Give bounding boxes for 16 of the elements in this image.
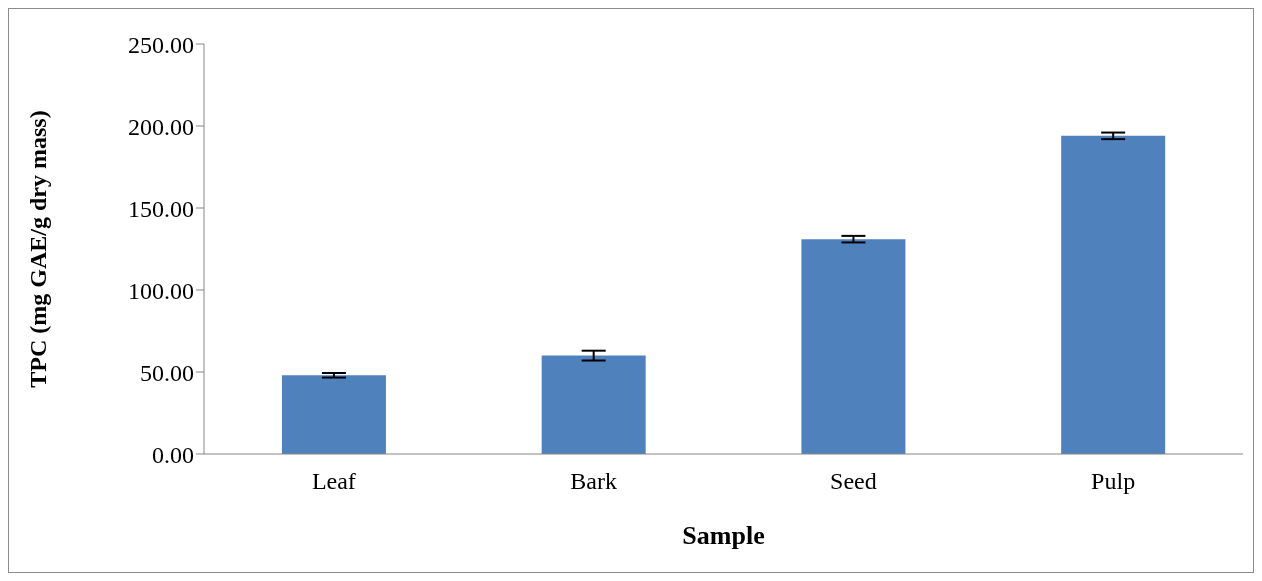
bar xyxy=(281,375,386,454)
bar xyxy=(541,355,646,454)
x-axis-title: Sample xyxy=(682,521,765,550)
y-tick-label: 200.00 xyxy=(128,113,194,140)
bar xyxy=(1061,135,1166,454)
y-tick-label: 50.00 xyxy=(140,359,194,386)
y-tick-label: 100.00 xyxy=(128,277,194,304)
y-tick-label: 0.00 xyxy=(152,441,194,468)
y-tick-label: 250.00 xyxy=(128,31,194,58)
x-tick-label: Bark xyxy=(570,468,617,495)
x-tick-label: Seed xyxy=(830,468,877,495)
x-tick-label: Leaf xyxy=(311,468,356,495)
y-axis-title: TPC (mg GAE/g dry mass) xyxy=(24,110,51,388)
bar xyxy=(801,239,906,454)
x-tick-label: Pulp xyxy=(1091,468,1136,495)
y-tick-label: 150.00 xyxy=(128,195,194,222)
